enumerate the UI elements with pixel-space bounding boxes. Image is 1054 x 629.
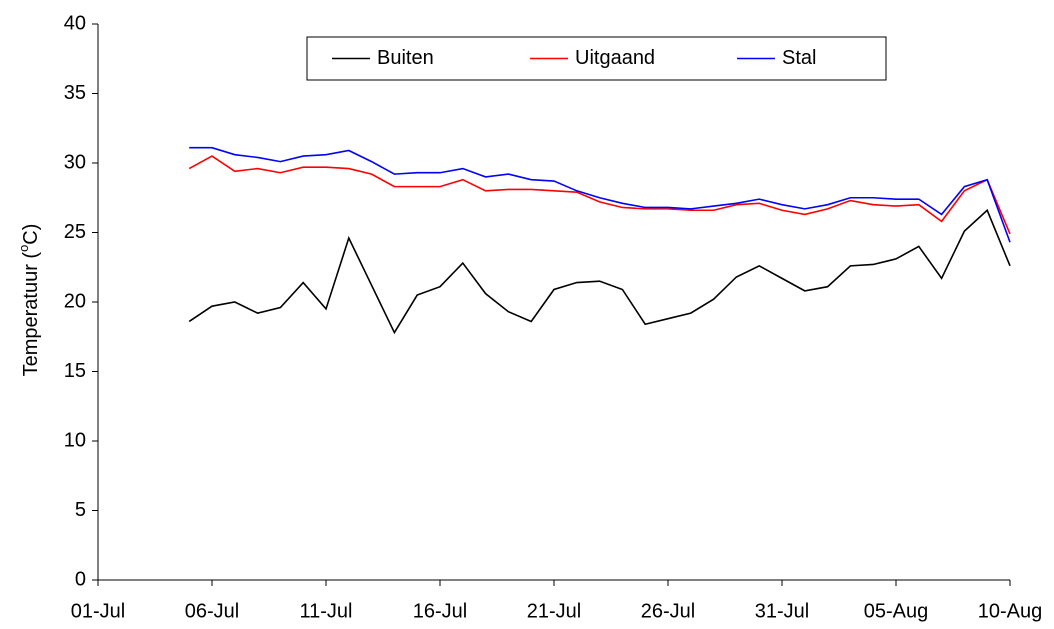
x-tick-label: 01-Jul — [71, 600, 125, 622]
legend-label: Stal — [782, 47, 816, 69]
y-label-superscript: o — [16, 245, 31, 252]
y-tick-label: 5 — [75, 499, 86, 521]
y-tick-label: 15 — [64, 360, 86, 382]
y-axis-label: Temperatuur (oC) — [16, 224, 42, 377]
x-tick-label: 11-Jul — [300, 600, 353, 622]
x-tick-label: 21-Jul — [527, 600, 581, 622]
legend-label: Buiten — [377, 47, 434, 69]
legend-label: Uitgaand — [575, 47, 655, 69]
series-line — [189, 146, 1011, 243]
series-line — [188, 208, 1011, 335]
y-label-part: Temperatuur ( — [20, 252, 42, 377]
x-tick-label: 31-Jul — [755, 600, 809, 622]
x-tick-label: 10-Aug — [978, 600, 1043, 622]
y-label-part: C) — [20, 224, 42, 245]
x-tick-label: 26-Jul — [641, 600, 695, 622]
y-tick-label: 25 — [64, 221, 86, 243]
x-tick-label: 06-Jul — [185, 600, 239, 622]
y-tick-label: 10 — [64, 429, 86, 451]
y-tick-label: 40 — [64, 12, 86, 34]
legend-box — [306, 36, 887, 81]
series-line — [188, 155, 1011, 235]
y-tick-label: 30 — [64, 151, 86, 173]
x-tick-label: 05-Aug — [864, 600, 929, 622]
y-tick-label: 0 — [75, 568, 86, 590]
x-tick-label: 16-Jul — [413, 600, 467, 622]
y-tick-label: 20 — [64, 290, 86, 312]
y-tick-label: 35 — [64, 82, 86, 104]
